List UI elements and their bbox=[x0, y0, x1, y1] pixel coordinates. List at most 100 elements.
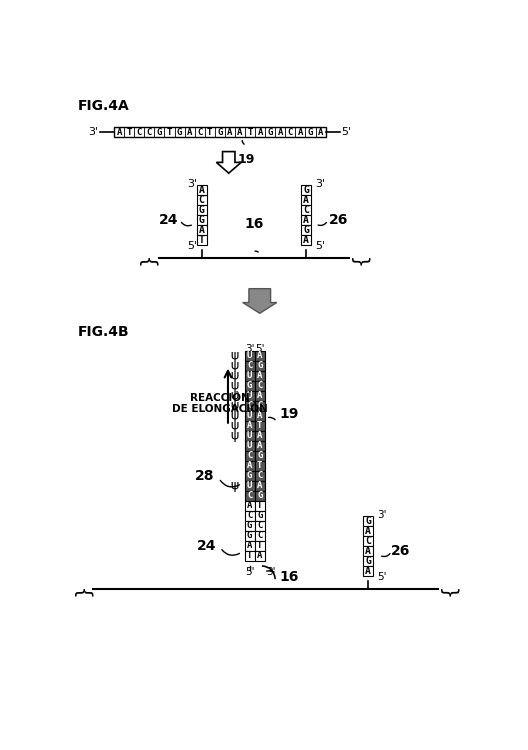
Bar bbox=[254, 400, 265, 411]
Bar bbox=[244, 400, 254, 411]
Text: U: U bbox=[247, 392, 252, 400]
Text: ψ: ψ bbox=[231, 389, 239, 402]
Text: U: U bbox=[247, 482, 252, 490]
Bar bbox=[254, 501, 265, 511]
Text: G: G bbox=[199, 205, 204, 215]
Text: G: G bbox=[303, 225, 309, 236]
Bar bbox=[363, 516, 373, 526]
Bar bbox=[254, 471, 265, 481]
Text: ψ: ψ bbox=[231, 369, 239, 382]
Bar bbox=[363, 556, 373, 566]
Text: G: G bbox=[217, 128, 222, 136]
Bar bbox=[244, 370, 254, 381]
Bar bbox=[244, 460, 254, 471]
Text: 5': 5' bbox=[316, 242, 326, 251]
Bar bbox=[254, 430, 265, 441]
Text: G: G bbox=[247, 521, 252, 530]
Text: 5': 5' bbox=[378, 572, 387, 583]
Bar bbox=[244, 511, 254, 520]
Bar bbox=[244, 520, 254, 531]
Text: G: G bbox=[157, 128, 162, 136]
Text: G: G bbox=[268, 128, 273, 136]
Text: ψ: ψ bbox=[231, 380, 239, 392]
Text: C: C bbox=[288, 128, 293, 136]
Bar bbox=[301, 205, 312, 215]
Text: C: C bbox=[137, 128, 142, 136]
Bar bbox=[363, 536, 373, 546]
Text: G: G bbox=[247, 471, 252, 480]
Text: 3': 3' bbox=[378, 510, 387, 520]
Bar bbox=[254, 381, 265, 391]
Text: C: C bbox=[247, 452, 252, 460]
Bar bbox=[254, 351, 265, 361]
Text: U: U bbox=[247, 441, 252, 450]
Bar bbox=[363, 566, 373, 576]
Text: U: U bbox=[247, 371, 252, 380]
Bar bbox=[196, 205, 206, 215]
Text: 5': 5' bbox=[245, 567, 254, 577]
Bar bbox=[363, 526, 373, 536]
Text: 19: 19 bbox=[280, 407, 299, 422]
Bar bbox=[244, 381, 254, 391]
Text: A: A bbox=[247, 542, 252, 550]
Bar bbox=[301, 225, 312, 236]
Text: 5': 5' bbox=[341, 128, 351, 137]
Text: 16: 16 bbox=[280, 571, 299, 584]
Bar bbox=[254, 550, 265, 561]
Text: G: G bbox=[303, 185, 309, 195]
Text: ψ: ψ bbox=[231, 399, 239, 412]
Text: G: G bbox=[177, 128, 182, 136]
Bar bbox=[244, 541, 254, 550]
Text: A: A bbox=[303, 215, 309, 225]
Text: }: } bbox=[72, 584, 91, 596]
Polygon shape bbox=[243, 289, 277, 314]
Text: A: A bbox=[257, 482, 262, 490]
Bar bbox=[301, 195, 312, 205]
Text: A: A bbox=[365, 546, 371, 556]
Text: A: A bbox=[257, 371, 262, 380]
Text: A: A bbox=[278, 128, 283, 136]
Text: C: C bbox=[257, 471, 262, 480]
Text: C: C bbox=[365, 536, 371, 546]
Text: T: T bbox=[257, 501, 262, 510]
Text: ψ: ψ bbox=[231, 350, 239, 362]
Text: 3': 3' bbox=[88, 128, 99, 137]
Text: A: A bbox=[199, 225, 204, 236]
Bar bbox=[301, 185, 312, 195]
Bar bbox=[244, 471, 254, 481]
Bar bbox=[244, 351, 254, 361]
Text: 26: 26 bbox=[391, 544, 410, 558]
Text: 5': 5' bbox=[187, 242, 198, 251]
Bar bbox=[196, 195, 206, 205]
Text: T: T bbox=[248, 128, 253, 136]
Text: }: } bbox=[138, 253, 157, 265]
Bar bbox=[244, 481, 254, 490]
Text: T: T bbox=[127, 128, 132, 136]
Text: A: A bbox=[318, 128, 323, 136]
Text: A: A bbox=[247, 461, 252, 470]
Text: C: C bbox=[247, 512, 252, 520]
Bar bbox=[301, 236, 312, 245]
Text: ψ: ψ bbox=[231, 429, 239, 442]
Text: T: T bbox=[257, 461, 262, 470]
Bar bbox=[254, 441, 265, 451]
Bar bbox=[244, 501, 254, 511]
Bar bbox=[254, 541, 265, 550]
Text: G: G bbox=[365, 556, 371, 566]
Text: C: C bbox=[247, 401, 252, 410]
Bar bbox=[254, 370, 265, 381]
Text: A: A bbox=[199, 185, 204, 195]
Text: 16: 16 bbox=[244, 217, 263, 231]
Text: FIG.4A: FIG.4A bbox=[78, 99, 129, 113]
Text: A: A bbox=[257, 351, 262, 360]
Text: 24: 24 bbox=[197, 538, 217, 553]
Text: A: A bbox=[237, 128, 243, 136]
Text: G: G bbox=[308, 128, 313, 136]
Text: G: G bbox=[247, 531, 252, 540]
Text: 24: 24 bbox=[159, 213, 179, 227]
Text: A: A bbox=[247, 422, 252, 430]
Text: G: G bbox=[257, 491, 262, 500]
Text: A: A bbox=[257, 551, 262, 560]
Text: C: C bbox=[257, 531, 262, 540]
Text: {: { bbox=[439, 584, 458, 596]
